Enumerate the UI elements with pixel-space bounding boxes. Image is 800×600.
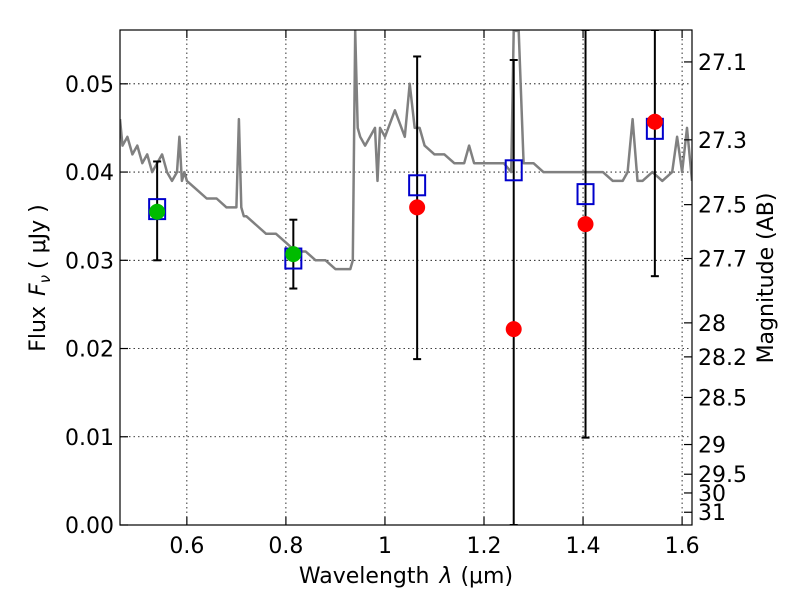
y2-axis-label: Magnitude (AB) (754, 193, 779, 364)
y2-tick-label: 29 (698, 434, 726, 459)
y2-tick-label: 27.3 (698, 129, 747, 154)
template-spectrum-line (120, 30, 692, 271)
x-tick-label: 1 (378, 534, 392, 559)
y2-tick-label: 30 (698, 482, 726, 507)
upper-limit-point (646, 113, 663, 130)
grid (120, 30, 692, 525)
x-axis-label: Wavelength λ (μm) (299, 564, 513, 589)
y2-tick-label: 28 (698, 312, 726, 337)
y-axis-label: FluxFν( μJy ) (26, 204, 54, 351)
x-tick-label: 0.6 (169, 534, 204, 559)
y2-tick-label: 28.5 (698, 386, 747, 411)
y2-tick-label: 29.5 (698, 463, 747, 488)
y2-tick-label: 27.1 (698, 51, 747, 76)
y2-tick-label: 28.2 (698, 346, 747, 371)
y-tick-label: 0.00 (65, 514, 114, 539)
detection-point (149, 203, 166, 220)
y-tick-label: 0.03 (65, 249, 114, 274)
x-tick-label: 1.4 (566, 534, 601, 559)
x-tick-label: 1.6 (665, 534, 700, 559)
upper-limit-point (505, 321, 522, 338)
y2-tick-label: 27.7 (698, 248, 747, 273)
upper-limit-point (577, 216, 594, 233)
y2-tick-label: 27.5 (698, 194, 747, 219)
x-tick-label: 0.8 (268, 534, 303, 559)
x-tick-label: 1.2 (467, 534, 502, 559)
y-tick-label: 0.04 (65, 161, 114, 186)
plot-frame (119, 29, 693, 526)
model-square-marker (504, 159, 523, 182)
model-square-marker (576, 183, 595, 206)
y-tick-label: 0.01 (65, 426, 114, 451)
detection-point (285, 246, 302, 263)
y-tick-label: 0.05 (65, 73, 114, 98)
upper-limit-point (409, 199, 426, 216)
y-tick-label: 0.02 (65, 338, 114, 363)
plot-area (120, 30, 692, 525)
y2-tick-label: 31 (698, 501, 726, 526)
axes: 0.6 0.8 1 1.2 1.4 1.6 0.00 0.01 0.02 0.03 0.04 0.05… (65, 29, 747, 559)
model-square-marker (408, 174, 427, 197)
